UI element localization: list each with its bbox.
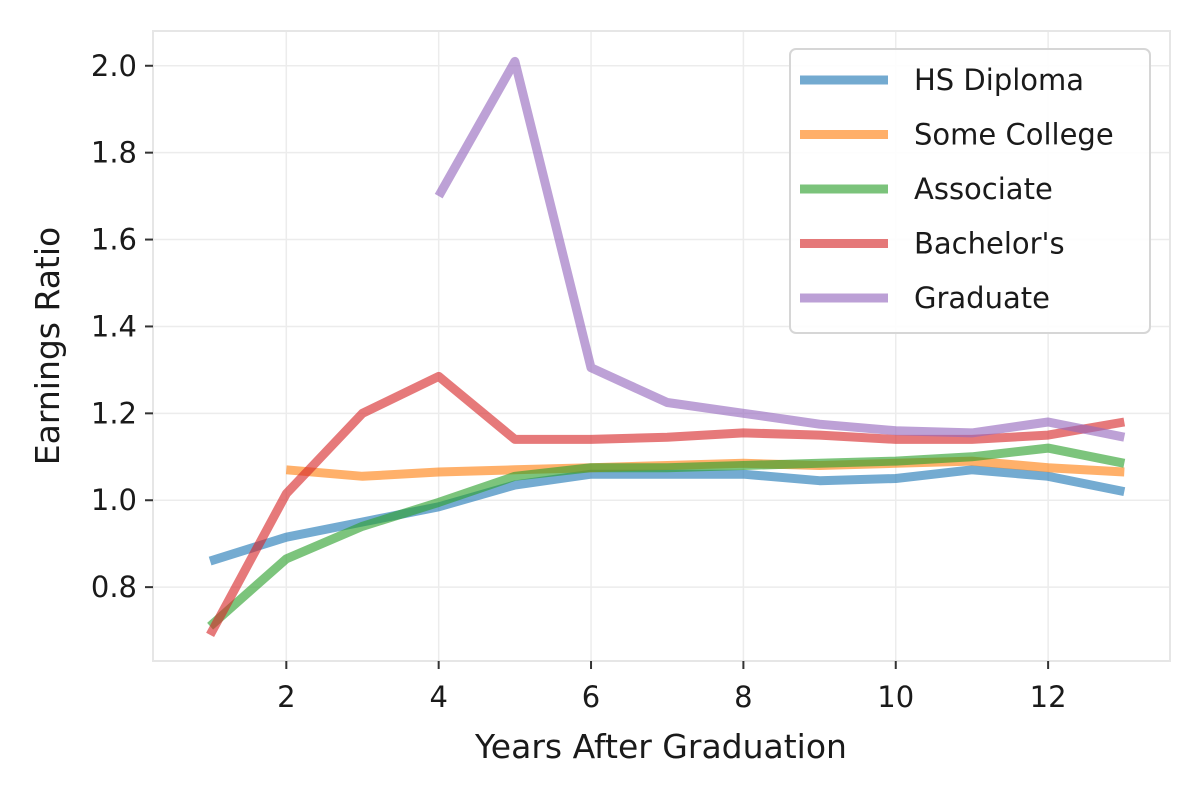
y-axis-label: Earnings Ratio [28, 227, 67, 465]
y-tick-label: 1.6 [91, 223, 137, 257]
legend-label: HS Diploma [914, 63, 1084, 97]
x-tick-label: 10 [877, 680, 914, 714]
x-tick-label: 2 [277, 680, 295, 714]
legend-label: Some College [914, 118, 1114, 152]
series-line-bachelor-s [206, 371, 1126, 638]
y-axis: 0.8 1.0 1.2 1.4 1.6 1.8 2.0 [91, 49, 153, 604]
x-tick-label: 8 [734, 680, 752, 714]
series-line-graduate [434, 56, 1126, 442]
legend-label: Bachelor's [914, 227, 1065, 261]
x-tick-label: 4 [429, 680, 447, 714]
x-tick-label: 12 [1030, 680, 1067, 714]
plot-series [206, 56, 1126, 638]
legend-box [789, 48, 1151, 334]
legend-label: Associate [914, 172, 1053, 206]
y-tick-label: 1.8 [91, 136, 137, 170]
plot-frame [152, 30, 1171, 662]
y-tick-label: 1.2 [91, 396, 137, 430]
y-tick-label: 0.8 [91, 570, 137, 604]
series-line-associate [207, 443, 1126, 630]
legend: HS Diploma Some College Associate Bachelor'… [789, 48, 1151, 334]
y-tick-label: 2.0 [91, 49, 137, 83]
legend-item-bachelor-s: Bachelor's [800, 227, 1065, 261]
x-axis: 2 4 6 8 10 12 [277, 661, 1067, 714]
series-line-hs-diploma [208, 465, 1126, 566]
legend-item-some-college: Some College [800, 118, 1114, 152]
legend-item-hs-diploma: HS Diploma [800, 63, 1084, 97]
y-tick-label: 1.0 [91, 483, 137, 517]
y-tick-label: 1.4 [91, 309, 137, 343]
legend-label: Graduate [914, 281, 1050, 315]
legend-item-associate: Associate [800, 172, 1053, 206]
x-axis-label: Years After Graduation [474, 727, 847, 766]
legend-item-graduate: Graduate [800, 281, 1050, 315]
x-tick-label: 6 [582, 680, 600, 714]
